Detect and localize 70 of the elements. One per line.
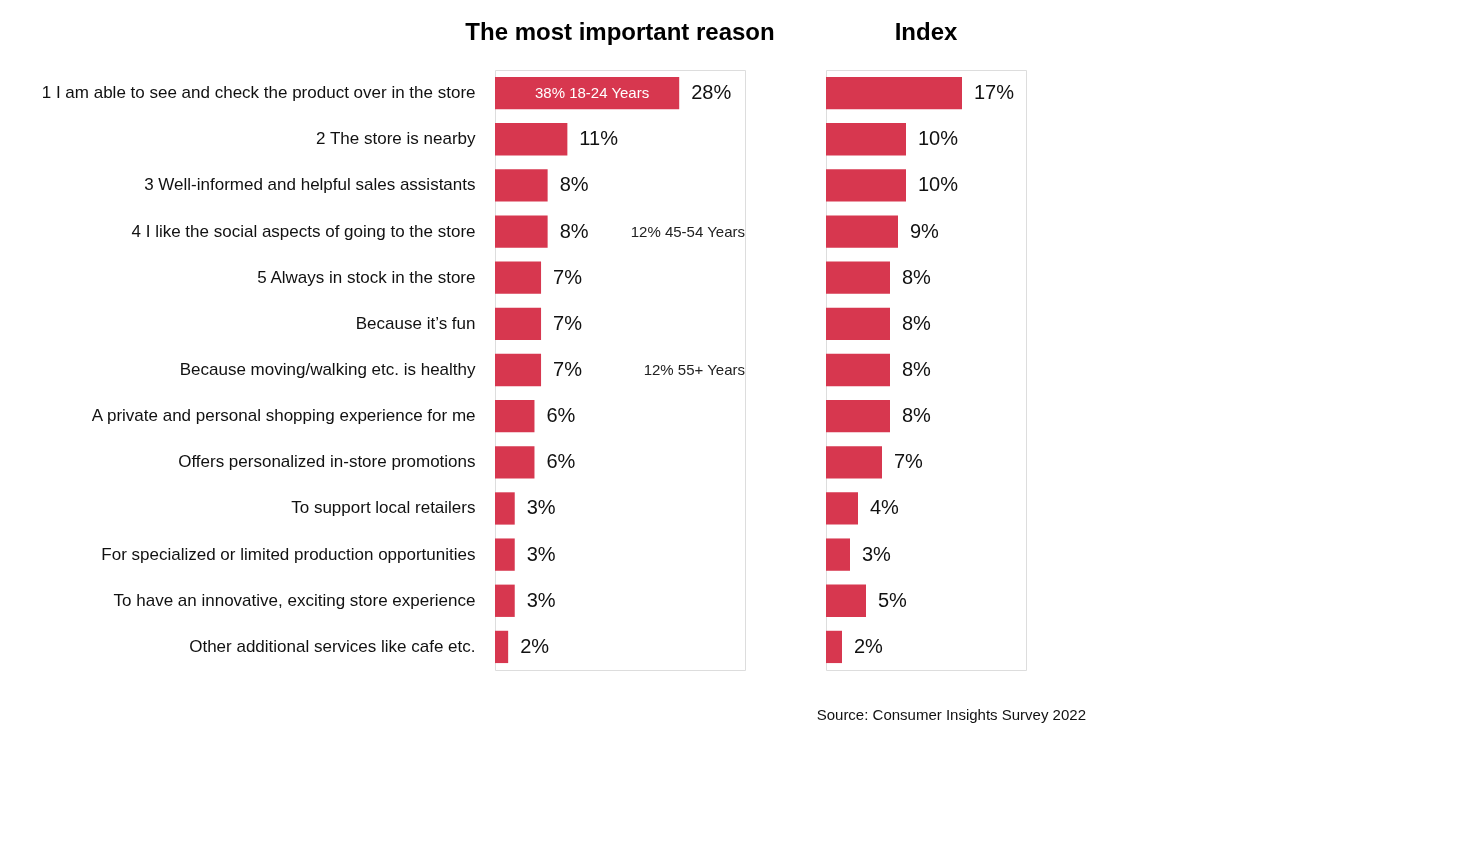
data-label: 17%: [974, 81, 1015, 104]
bar: [495, 584, 515, 617]
data-label: 7%: [553, 358, 583, 380]
bar: [826, 492, 858, 525]
data-label: 5%: [878, 588, 908, 611]
data-label: 10%: [918, 127, 959, 150]
data-label: 7%: [894, 450, 924, 473]
data-label: 2%: [520, 634, 550, 657]
chart-title: The most important reason: [465, 18, 775, 45]
bar: [495, 492, 515, 525]
bar: [826, 630, 842, 664]
data-label: 11%: [579, 127, 619, 150]
data-label: 4%: [870, 496, 900, 519]
bar: [495, 630, 509, 664]
y-tick-label: 3 Well-informed and helpful sales assistants: [144, 175, 476, 195]
bar: [826, 261, 890, 294]
bar: [495, 261, 542, 294]
data-label: 8%: [902, 358, 932, 380]
y-tick-label: 5 Always in stock in the store: [257, 267, 476, 287]
data-label: 7%: [553, 265, 583, 288]
data-label: 3%: [862, 542, 892, 565]
annotation: 12% 45-54 Years: [630, 222, 745, 240]
y-tick-label: A private and personal shopping experience for me: [91, 406, 476, 426]
data-label: 28%: [691, 81, 732, 104]
data-label: 3%: [526, 542, 556, 565]
source-note: Source: Consumer Insights Survey 2022: [816, 706, 1086, 723]
chart-title: Index: [894, 18, 958, 45]
bar: [826, 446, 882, 479]
data-label: 8%: [902, 265, 932, 288]
y-tick-label: For specialized or limited production opportunities: [101, 544, 476, 564]
bar: [495, 123, 568, 156]
bar: [495, 215, 548, 248]
bar: [826, 123, 906, 156]
data-label: 9%: [910, 219, 940, 242]
annotation: 12% 55+ Years: [643, 361, 745, 378]
bar: [826, 76, 962, 110]
y-tick-label: 2 The store is nearby: [316, 129, 476, 149]
data-label: 6%: [546, 404, 576, 427]
bar: [495, 169, 548, 202]
y-tick-label: Because it’s fun: [355, 313, 476, 333]
y-tick-label: 4 I like the social aspects of going to the store: [131, 221, 476, 241]
y-tick-label: To support local retailers: [291, 498, 476, 518]
data-label: 3%: [526, 496, 556, 519]
bar: [826, 169, 906, 202]
bar: [826, 400, 890, 433]
data-label: 8%: [902, 404, 932, 427]
y-tick-label: Offers personalized in-store promotions: [178, 452, 476, 472]
annotation: 38% 18-24 Years: [534, 84, 650, 102]
bar: [826, 538, 850, 571]
y-tick-label: To have an innovative, exciting store experience: [113, 590, 476, 610]
data-label: 8%: [559, 173, 589, 196]
bar: [495, 400, 535, 433]
data-label: 10%: [918, 173, 959, 196]
data-label: 2%: [854, 634, 884, 657]
bar: [826, 307, 890, 340]
bar: [495, 307, 542, 340]
data-label: 7%: [553, 311, 583, 334]
data-label: 3%: [526, 588, 556, 611]
bar: [826, 584, 866, 617]
y-tick-label: Because moving/walking etc. is healthy: [179, 360, 476, 379]
y-tick-label: 1 I am able to see and check the product over in the store: [41, 83, 476, 103]
bar: [495, 353, 542, 387]
bar: [826, 353, 890, 387]
y-tick-label: Other additional services like cafe etc.: [189, 636, 476, 656]
data-label: 8%: [902, 311, 932, 334]
bar: [495, 446, 535, 479]
bar: [495, 538, 515, 571]
bar: [826, 215, 898, 248]
data-label: 6%: [546, 450, 576, 473]
data-label: 8%: [559, 219, 589, 242]
